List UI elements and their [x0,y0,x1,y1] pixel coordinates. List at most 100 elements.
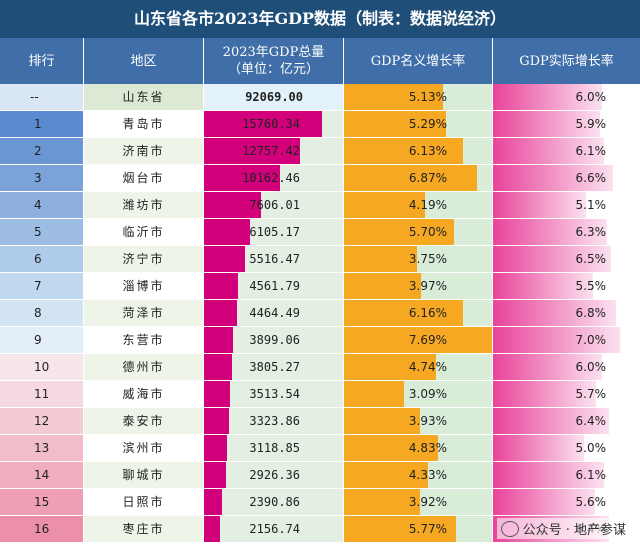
real-growth-value: 6.1% [575,144,607,158]
table-row: 2 济南市 12757.42 6.13% 6.1% [0,138,640,165]
nominal-growth-bar [344,246,417,272]
region-cell: 泰安市 [84,408,204,434]
gdp-bar-track [227,435,343,461]
gdp-value: 15760.34 [242,117,300,131]
rank-cell: 1 [0,111,84,137]
real-growth-cell: 5.7% [493,381,640,407]
region-cell: 德州市 [84,354,204,380]
real-growth-bar [493,462,604,488]
real-growth-cell: 6.1% [493,138,640,164]
rank-cell: 10 [0,354,84,380]
gdp-bar-track [233,327,343,353]
gdp-cell: 2156.74 [204,516,344,542]
nominal-growth-value: 4.74% [408,360,447,374]
gdp-bar-track [322,111,343,137]
real-growth-value: 5.0% [575,441,607,455]
table-row: 1 青岛市 15760.34 5.29% 5.9% [0,111,640,138]
table-row: 9 东营市 3899.06 7.69% 7.0% [0,327,640,354]
nominal-growth-cell: 3.09% [344,381,493,407]
real-growth-cell: 5.5% [493,273,640,299]
table-header: 排行 地区 2023年GDP总量 （单位：亿元） GDP名义增长率 GDP实际增… [0,38,640,84]
table-row: 3 烟台市 10162.46 6.87% 6.6% [0,165,640,192]
rank-cell: 12 [0,408,84,434]
gdp-bar-track [229,408,343,434]
rank-cell: 14 [0,462,84,488]
nominal-growth-bar [344,219,454,245]
region-cell: 济宁市 [84,246,204,272]
real-growth-value: 5.9% [575,117,607,131]
real-growth-bar [493,111,600,137]
real-growth-value: 6.6% [575,171,607,185]
header-gdp: 2023年GDP总量 （单位：亿元） [204,38,344,84]
nominal-growth-bar [344,192,425,218]
real-growth-cell: 6.6% [493,165,640,191]
gdp-value: 6105.17 [249,225,300,239]
gdp-bar [204,489,222,515]
nominal-growth-cell: 3.97% [344,273,493,299]
gdp-bar [204,192,261,218]
gdp-value: 3805.27 [249,360,300,374]
rank-cell: 9 [0,327,84,353]
nominal-growth-cell: 6.13% [344,138,493,164]
nominal-growth-cell: 3.93% [344,408,493,434]
nominal-growth-bar [344,408,420,434]
nominal-growth-value: 3.97% [408,279,447,293]
nominal-growth-bar [344,516,456,542]
nominal-growth-cell: 3.75% [344,246,493,272]
rank-cell: -- [0,84,84,110]
nominal-growth-value: 5.29% [408,117,447,131]
nominal-growth-cell: 5.70% [344,219,493,245]
nominal-growth-value: 7.69% [408,333,447,347]
gdp-cell: 4464.49 [204,300,344,326]
nominal-growth-value: 3.92% [408,495,447,509]
gdp-bar [204,111,322,137]
wechat-icon [500,520,519,537]
gdp-bar-track [222,489,343,515]
real-growth-value: 5.7% [575,387,607,401]
gdp-value: 2390.86 [249,495,300,509]
gdp-bar-track [237,300,343,326]
gdp-cell: 15760.34 [204,111,344,137]
real-growth-value: 6.0% [575,360,607,374]
real-growth-value: 6.3% [575,225,607,239]
gdp-cell: 3805.27 [204,354,344,380]
rank-cell: 16 [0,516,84,542]
nominal-growth-cell: 4.83% [344,435,493,461]
nominal-growth-bar [344,327,492,353]
nominal-growth-bar [344,489,420,515]
page-title: 山东省各市2023年GDP数据（制表：数据说经济） [0,0,640,38]
header-rank: 排行 [0,38,84,84]
gdp-bar-track [230,381,343,407]
rank-cell: 11 [0,381,84,407]
nominal-growth-cell: 4.19% [344,192,493,218]
gdp-value: 92069.00 [245,90,303,104]
real-growth-value: 5.5% [575,279,607,293]
nominal-growth-cell: 6.87% [344,165,493,191]
nominal-growth-bar [344,84,443,110]
region-cell: 日照市 [84,489,204,515]
gdp-bar-track [300,138,343,164]
rank-cell: 7 [0,273,84,299]
table-row: 15 日照市 2390.86 3.92% 5.6% [0,489,640,516]
gdp-bar [204,381,230,407]
nominal-growth-value: 5.13% [408,90,447,104]
real-growth-cell: 6.1% [493,462,640,488]
rank-cell: 6 [0,246,84,272]
real-growth-cell: 6.4% [493,408,640,434]
real-growth-cell: 5.1% [493,192,640,218]
gdp-value: 3323.86 [249,414,300,428]
nominal-growth-bar [344,138,463,164]
gdp-bar [204,246,245,272]
region-cell: 临沂市 [84,219,204,245]
real-growth-bar [493,381,596,407]
nominal-growth-value: 6.16% [408,306,447,320]
real-growth-value: 5.6% [575,495,607,509]
nominal-growth-cell: 4.33% [344,462,493,488]
nominal-growth-bar [344,381,404,407]
gdp-bar [204,462,226,488]
region-cell: 潍坊市 [84,192,204,218]
rank-cell: 2 [0,138,84,164]
nominal-growth-bar [344,462,428,488]
region-cell: 聊城市 [84,462,204,488]
gdp-cell: 92069.00 [204,84,344,110]
